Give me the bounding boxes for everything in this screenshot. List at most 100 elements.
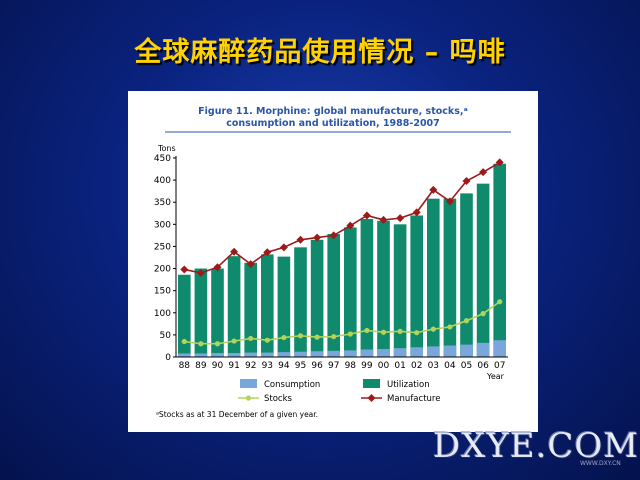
utilization-bar (277, 256, 291, 357)
consumption-bar (343, 350, 357, 357)
utilization-bar (294, 247, 307, 357)
x-tick-label: 00 (378, 361, 390, 371)
manufacture-point (479, 168, 488, 177)
x-tick-label: 92 (245, 361, 256, 371)
y-tick-label: 300 (154, 220, 171, 230)
stocks-point (214, 341, 221, 347)
consumption-bar (426, 346, 440, 357)
manufacture-point (429, 185, 438, 194)
manufacture-point (313, 233, 322, 242)
consumption-bar (260, 352, 274, 357)
y-tick-label: 250 (154, 242, 171, 252)
utilization-bar (493, 163, 507, 357)
manufacture-point (379, 215, 388, 224)
utilization-bar (443, 198, 457, 357)
consumption-bar (194, 353, 208, 357)
stocks-point (181, 338, 187, 345)
consumption-bar (310, 351, 324, 357)
y-tick-label: 50 (160, 331, 172, 341)
manufacture-point (495, 158, 504, 167)
stocks-point (198, 341, 204, 347)
x-tick-label: 96 (311, 361, 323, 371)
x-tick-label: 93 (262, 361, 273, 371)
x-tick-label: 04 (444, 361, 456, 371)
x-tick-label: 06 (477, 361, 489, 371)
consumption-bar (443, 345, 457, 357)
x-tick-label: 94 (278, 361, 290, 371)
x-tick-label: 88 (179, 361, 191, 371)
legend-label-consumption: Consumption (264, 380, 320, 390)
x-axis-label: Year (486, 372, 505, 381)
stocks-point (380, 329, 387, 335)
morphine-chart: Figure 11. Morphine: global manufacture,… (154, 106, 511, 419)
legend-label-utilization: Utilization (387, 380, 430, 390)
manufacture-point (246, 260, 255, 269)
x-tick-label: 91 (228, 361, 239, 371)
manufacture-line (180, 158, 504, 277)
manufacture-point (445, 197, 454, 206)
footnote: ᵃStocks as at 31 December of a given yea… (156, 410, 318, 419)
x-tick-label: 98 (345, 361, 357, 371)
consumption-bar (294, 351, 307, 357)
y-axis-label: Tons (157, 144, 176, 153)
legend-label-manufacture: Manufacture (387, 394, 440, 404)
consumption-bar (360, 349, 374, 357)
stocks-point (281, 334, 287, 341)
stocks-point (497, 299, 503, 305)
stocks-point (430, 326, 436, 332)
x-tick-label: 05 (461, 361, 472, 371)
utilization-bar (227, 256, 241, 357)
stocks-point (463, 318, 470, 324)
x-tick-label: 90 (212, 361, 224, 371)
consumption-bar (327, 350, 341, 357)
y-tick-label: 0 (165, 353, 171, 363)
utilization-bar (211, 268, 224, 357)
consumption-bar (244, 352, 258, 357)
legend-marker-manufacture (367, 394, 376, 402)
stocks-point (414, 330, 420, 336)
x-axis: 88 89 90 91 92 93 94 95 96 97 98 99 00 01 02 03 04 05 06 07 (176, 356, 508, 371)
site-watermark: DXYE.COM (433, 426, 640, 466)
stocks-point (231, 338, 237, 344)
figure-title-line1: Figure 11. Morphine: global manufacture,… (198, 106, 468, 117)
utilization-bar (460, 193, 473, 357)
y-tick-label: 150 (154, 287, 171, 297)
utilization-bar (177, 274, 191, 357)
manufacture-point (196, 268, 205, 277)
utilization-bar (244, 262, 258, 357)
consumption-bar (476, 342, 490, 357)
x-tick-label: 02 (411, 361, 422, 371)
manufacture-point (180, 265, 189, 274)
legend-label-stocks: Stocks (264, 394, 293, 404)
utilization-bar (343, 227, 357, 357)
stocks-point (331, 334, 337, 340)
consumption-bar (227, 353, 241, 357)
figure-title-line2: consumption and utilization, 1988-2007 (226, 118, 440, 129)
slide-title: 全球麻醉药品使用情况 – 吗啡 (134, 37, 506, 68)
utilization-bars (177, 163, 507, 357)
consumption-bar (493, 340, 507, 357)
utilization-bar (410, 215, 424, 357)
manufacture-point (296, 235, 305, 244)
manufacture-point (279, 243, 288, 252)
manufacture-point (213, 263, 222, 272)
manufacture-point (412, 208, 421, 217)
consumption-bar (410, 347, 424, 357)
y-axis: 0 50 100 150 200 250 300 350 400 450 (154, 154, 177, 363)
x-tick-label: 01 (394, 361, 405, 371)
x-tick-label: 89 (195, 361, 207, 371)
utilization-bar (377, 220, 390, 357)
stocks-point (480, 311, 486, 317)
consumption-bars (177, 340, 507, 357)
manufacture-point (263, 248, 272, 257)
consumption-bar (177, 353, 191, 357)
x-tick-label: 97 (328, 361, 339, 371)
utilization-bar (260, 254, 274, 357)
utilization-bar (426, 198, 440, 357)
manufacture-point (396, 214, 405, 223)
consumption-bar (377, 349, 390, 357)
utilization-bar (476, 183, 490, 357)
stocks-path (184, 301, 501, 345)
stocks-point (364, 327, 370, 334)
legend-swatch-consumption (240, 379, 257, 388)
